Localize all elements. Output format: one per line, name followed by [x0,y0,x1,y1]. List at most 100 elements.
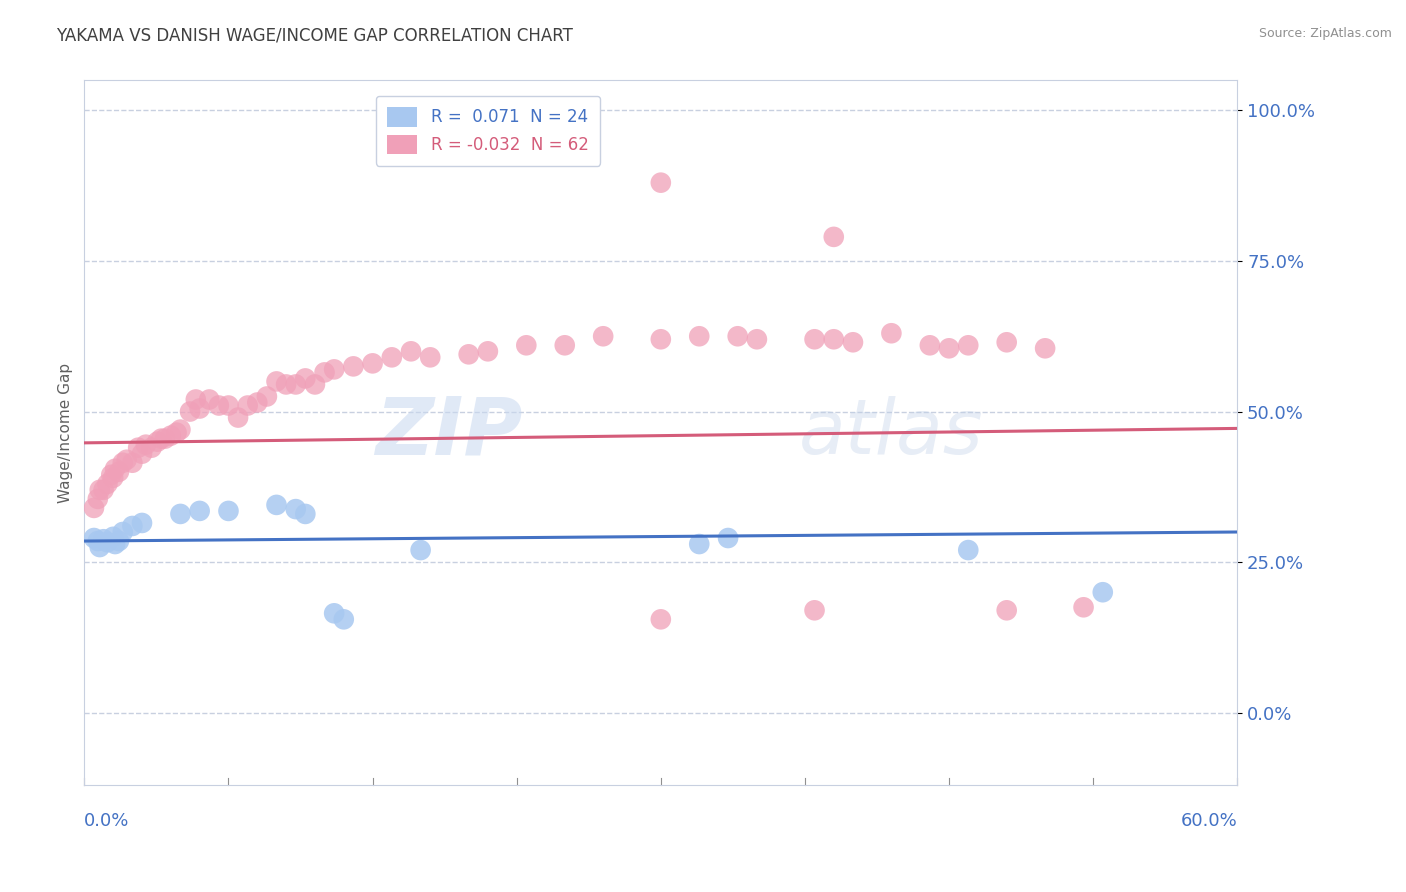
Point [153,432,176,446]
Point [409,543,432,558]
Point [104,462,127,476]
Point [1091,585,1114,599]
Point [141,441,163,455]
Point [995,603,1018,617]
Point [108,534,131,549]
Text: atlas: atlas [799,396,984,469]
Point [111,456,134,470]
Point [399,344,422,359]
Point [160,428,183,442]
Text: 0.0%: 0.0% [84,812,129,830]
Point [226,410,249,425]
Point [823,230,845,244]
Point [198,392,221,407]
Point [880,326,903,341]
Point [284,502,307,516]
Point [87,491,110,506]
Point [938,341,960,355]
Point [381,351,404,365]
Point [650,176,672,190]
Point [146,434,169,449]
Point [83,531,105,545]
Point [342,359,364,374]
Point [96,476,118,491]
Point [188,504,211,518]
Point [995,335,1018,350]
Point [918,338,941,352]
Point [745,332,768,346]
Point [803,332,825,346]
Point [127,441,149,455]
Point [957,543,980,558]
Point [108,465,131,479]
Point [323,362,346,376]
Point [188,401,211,416]
Point [554,338,576,352]
Point [83,500,105,515]
Point [169,423,191,437]
Text: ZIP: ZIP [375,393,523,472]
Point [150,432,173,446]
Point [115,452,138,467]
Point [89,483,111,497]
Point [100,467,122,482]
Point [104,537,127,551]
Point [515,338,537,352]
Point [236,399,259,413]
Point [89,540,111,554]
Y-axis label: Wage/Income Gap: Wage/Income Gap [58,362,73,503]
Point [103,471,124,485]
Point [650,612,672,626]
Text: YAKAMA VS DANISH WAGE/INCOME GAP CORRELATION CHART: YAKAMA VS DANISH WAGE/INCOME GAP CORRELA… [56,27,574,45]
Point [592,329,614,343]
Point [218,504,240,518]
Point [121,456,143,470]
Point [717,531,740,545]
Point [246,395,269,409]
Point [135,438,157,452]
Point [184,392,207,407]
Point [457,347,479,361]
Point [111,524,134,539]
Point [294,507,316,521]
Text: 60.0%: 60.0% [1181,812,1237,830]
Point [218,399,240,413]
Point [93,483,115,497]
Point [688,537,710,551]
Point [727,329,749,343]
Point [256,389,278,403]
Point [166,425,188,440]
Point [361,356,384,370]
Point [477,344,499,359]
Point [266,375,288,389]
Point [314,365,336,379]
Point [93,533,115,547]
Point [419,351,441,365]
Point [87,534,110,549]
Point [96,535,118,549]
Point [803,603,825,617]
Point [284,377,307,392]
Point [294,371,316,385]
Point [842,335,865,350]
Point [131,447,153,461]
Point [323,607,346,621]
Point [688,329,710,343]
Point [121,519,143,533]
Point [1033,341,1056,355]
Text: Source: ZipAtlas.com: Source: ZipAtlas.com [1258,27,1392,40]
Point [823,332,845,346]
Point [169,507,191,521]
Point [103,530,124,544]
Point [266,498,288,512]
Point [333,612,356,626]
Point [304,377,326,392]
Point [208,399,231,413]
Legend: R =  0.071  N = 24, R = -0.032  N = 62: R = 0.071 N = 24, R = -0.032 N = 62 [375,95,600,166]
Point [276,377,298,392]
Point [1073,600,1095,615]
Point [957,338,980,352]
Point [131,516,153,530]
Point [650,332,672,346]
Point [179,404,201,418]
